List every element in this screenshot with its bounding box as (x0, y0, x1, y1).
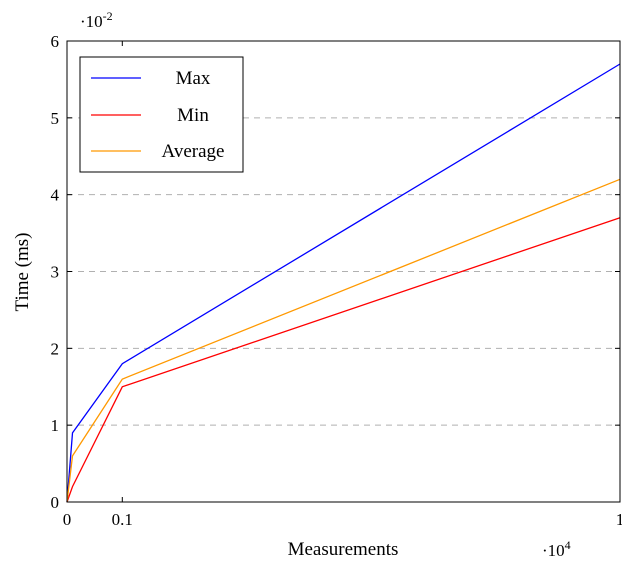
series-lines (66, 63, 621, 503)
legend-label-max: Max (176, 68, 211, 89)
legend: Max Min Average (79, 56, 244, 173)
y-tick-label: 1 (51, 416, 60, 435)
series-line-min (66, 217, 621, 503)
y-axis-multiplier: ·10-2 (80, 9, 113, 31)
x-tick-label: 0.1 (112, 510, 133, 529)
legend-label-average: Average (162, 141, 225, 162)
series-line-average (66, 178, 621, 503)
y-tick-label: 2 (51, 339, 60, 358)
y-tick-label: 0 (51, 493, 60, 512)
legend-label-min: Min (177, 105, 209, 126)
series-line-max (66, 63, 621, 503)
y-tick-label: 4 (51, 186, 60, 205)
x-axis-multiplier: ·104 (542, 538, 571, 560)
x-tick-label: 0 (63, 510, 72, 529)
y-tick-label: 6 (51, 32, 60, 51)
y-tick-label: 5 (51, 109, 60, 128)
y-axis-title: Time (ms) (12, 232, 33, 311)
y-tick-label: 3 (51, 263, 60, 282)
grid-lines (67, 117, 620, 426)
x-axis-title: Measurements (288, 539, 399, 560)
x-tick-label: 1 (616, 510, 622, 529)
axis-ticks: 0 1 2 3 4 5 6 0 0.1 1 (51, 32, 622, 529)
